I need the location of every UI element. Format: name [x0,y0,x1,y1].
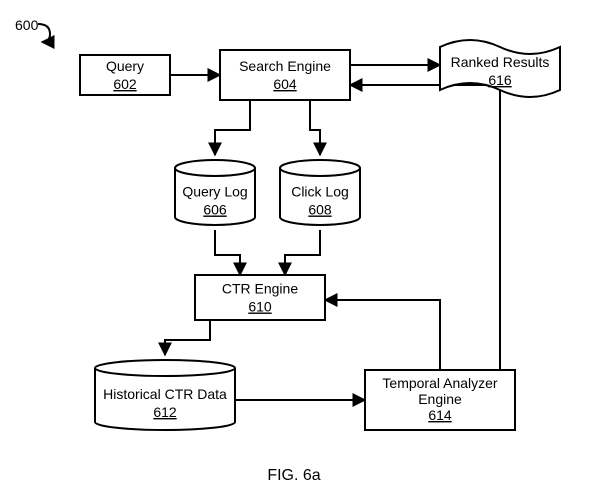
edge-temporal-to-ctr [325,300,440,370]
edge-clicklog-to-ctr [285,230,320,275]
edge-temporal-to-search [350,85,500,370]
node-ctr: CTR Engine 610 [195,275,325,320]
figure-number-tag: 600 [15,17,39,33]
edge-search-to-querylog [215,100,250,155]
figure-tag-arrow [38,24,50,42]
svg-text:606: 606 [203,202,227,218]
node-search: Search Engine 604 [220,50,350,100]
figure-caption: FIG. 6a [267,467,320,484]
svg-text:Engine: Engine [418,391,462,407]
svg-text:Temporal Analyzer: Temporal Analyzer [382,375,498,391]
node-hist: Historical CTR Data 612 [95,360,235,430]
svg-text:Search Engine: Search Engine [239,58,331,74]
svg-text:Historical CTR Data: Historical CTR Data [103,386,227,402]
svg-text:CTR Engine: CTR Engine [222,281,298,297]
svg-text:610: 610 [248,299,272,315]
svg-text:Ranked Results: Ranked Results [451,54,550,70]
svg-text:Query: Query [106,58,144,74]
svg-text:614: 614 [428,407,452,423]
svg-text:602: 602 [113,76,137,92]
node-query: Query 602 [80,55,170,95]
svg-text:604: 604 [273,76,297,92]
flowchart-diagram: Query 602 Search Engine 604 Query Log 606 Clic… [0,0,589,500]
node-ranked: Ranked Results 616 [440,40,560,97]
edge-querylog-to-ctr [215,230,240,275]
node-clicklog: Click Log 608 [280,160,360,225]
edge-ctr-to-hist [165,320,210,355]
edge-search-to-clicklog [310,100,320,155]
svg-text:Click Log: Click Log [291,184,349,200]
node-querylog: Query Log 606 [175,160,255,225]
node-temporal: Temporal AnalyzerEngine614 [365,370,515,430]
svg-text:608: 608 [308,202,332,218]
svg-text:616: 616 [488,72,512,88]
svg-text:612: 612 [153,404,177,420]
svg-text:Query Log: Query Log [182,184,247,200]
